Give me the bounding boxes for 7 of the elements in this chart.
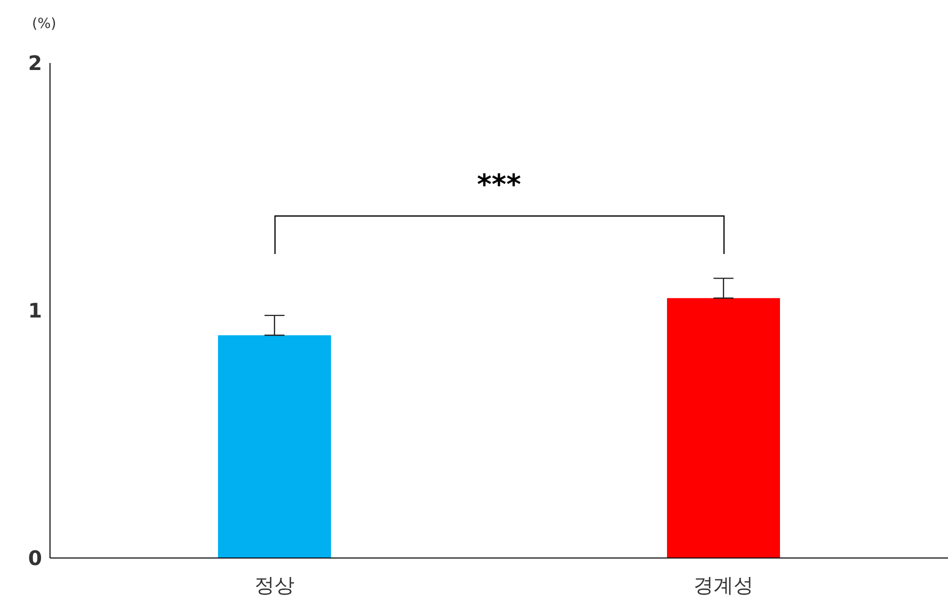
x-tick-label: 경계성 (694, 573, 754, 598)
y-tick-label: 1 (28, 298, 42, 323)
y-axis-title: (%) (32, 16, 56, 32)
y-tick-label: 2 (28, 51, 42, 76)
annotation: *** (476, 168, 522, 202)
y-tick-label: 0 (28, 546, 42, 570)
x-tick-label: 정상 (254, 573, 294, 598)
